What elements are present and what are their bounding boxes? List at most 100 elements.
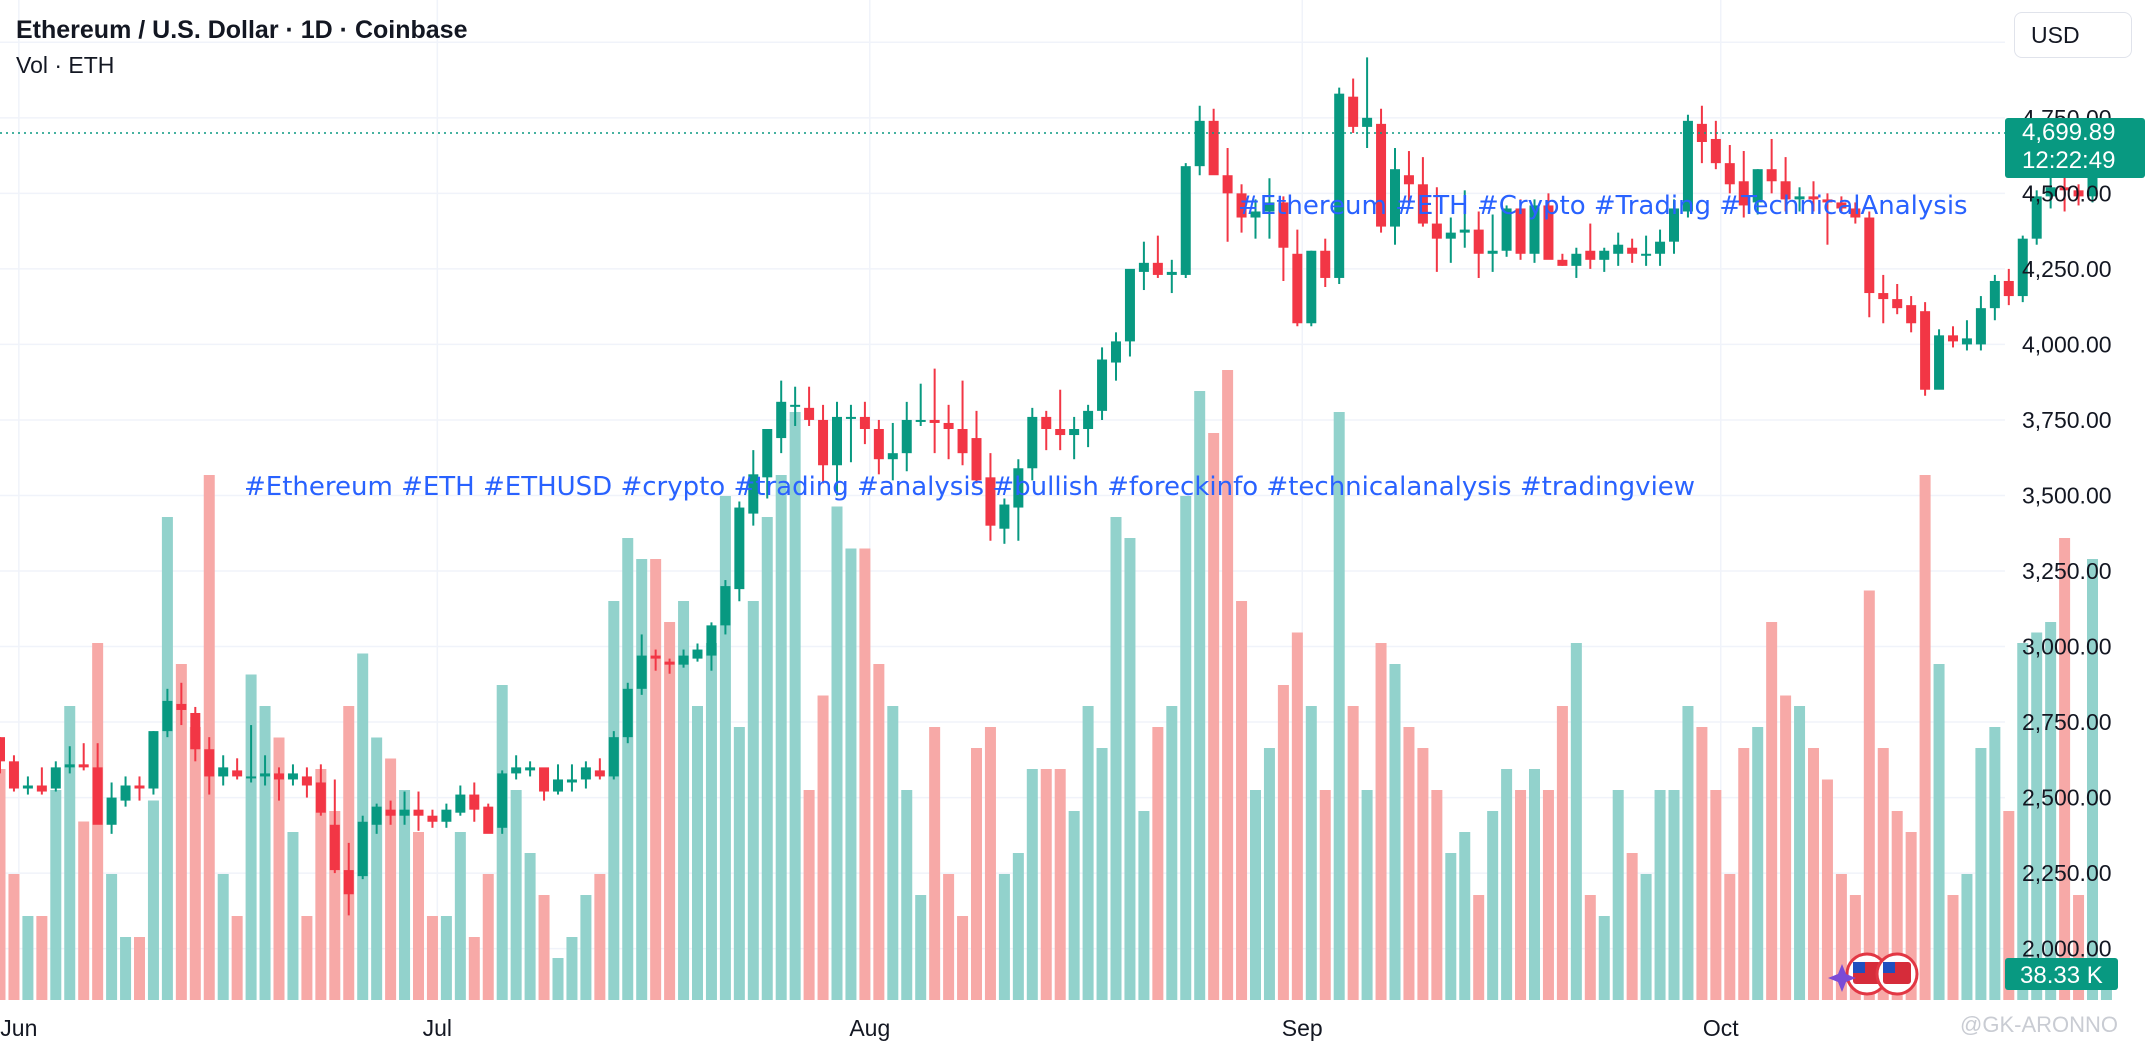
price-tick-label: 4,250.00 [2022, 256, 2112, 282]
candle-body [1473, 229, 1484, 254]
candle-body [943, 422, 954, 430]
volume-bar [1501, 769, 1513, 1000]
volume-bar [161, 517, 173, 1000]
volume-bar [1389, 664, 1401, 1000]
candle-body [1264, 202, 1275, 212]
candle-body [1780, 181, 1791, 200]
volume-bar [50, 790, 62, 1000]
volume-bar [1933, 664, 1945, 1000]
price-axis[interactable]: 2,000.00 2,250.00 2,500.00 2,750.00 3,000.00… [2022, 29, 2112, 961]
candle-body [929, 419, 940, 423]
sparkle-icon [1828, 964, 1856, 992]
candle-body [1571, 253, 1582, 266]
candle-body [260, 773, 271, 777]
candle-body [1766, 169, 1777, 182]
volume-bar [705, 643, 717, 1000]
volume-bar [650, 559, 662, 1000]
volume-bar [984, 727, 996, 1000]
volume-bar [1542, 790, 1554, 1000]
candle-body [832, 416, 842, 466]
candle-body [1836, 202, 1847, 209]
time-tick-label: Oct [1703, 1015, 1739, 1041]
candle-body [650, 655, 661, 659]
volume-bar [8, 874, 20, 1000]
volume-bar [426, 916, 438, 1000]
volume-bar [175, 664, 187, 1000]
volume-bar [1347, 706, 1359, 1000]
price-tick-label: 2,000.00 [2022, 936, 2112, 962]
candle-body [78, 764, 89, 768]
candle-body [818, 419, 829, 466]
volume-bar [1068, 811, 1080, 1000]
candle-body [971, 438, 982, 481]
volume-bar [538, 895, 550, 1000]
volume-bar [1821, 779, 1833, 1000]
candle-body [148, 731, 159, 789]
volume-bar [1766, 622, 1778, 1000]
candle-body [1250, 211, 1261, 218]
candle-body [385, 809, 396, 816]
volume-bar [1975, 748, 1987, 1000]
candle-body [776, 401, 787, 439]
flag-badges[interactable] [1828, 952, 1919, 996]
price-tick-label: 2,500.00 [2022, 785, 2112, 811]
volume-bar [2087, 559, 2098, 1000]
candle-body [301, 776, 312, 786]
candle-body [92, 767, 103, 825]
volume-bar [371, 737, 383, 1000]
volume-bar [385, 758, 397, 1000]
time-tick-label: Jul [423, 1015, 452, 1041]
candle-body [1613, 244, 1624, 254]
time-axis[interactable]: Jun Jul Aug Sep Oct [0, 1015, 1739, 1041]
volume-bar [1487, 811, 1499, 1000]
volume-bar [315, 769, 327, 1000]
time-tick-label: Sep [1282, 1015, 1323, 1041]
candle-body [1529, 205, 1540, 254]
candle-body [427, 815, 438, 822]
candle-body [1920, 311, 1931, 390]
volume-bar [566, 937, 578, 1000]
volume-bar [1082, 706, 1094, 1000]
candle-body [343, 870, 354, 895]
candle-body [1111, 341, 1121, 363]
volume-bar [2045, 622, 2057, 1000]
volume-bar [664, 622, 676, 1000]
volume-bar [1291, 632, 1303, 1000]
candle-body [804, 407, 815, 420]
volume-bar [454, 832, 466, 1000]
volume-bar [1054, 769, 1066, 1000]
candle-body [1445, 232, 1456, 239]
price-tick-label: 2,250.00 [2022, 860, 2112, 886]
time-tick-label: Jun [0, 1015, 37, 1041]
candle-body [497, 773, 508, 828]
candle-body [706, 625, 717, 656]
currency-button[interactable]: USD [2014, 12, 2132, 58]
candle-body [1180, 166, 1191, 275]
candle-body [678, 655, 689, 665]
volume-bar [1738, 748, 1750, 1000]
volume-bar [901, 790, 913, 1000]
candle-body [553, 779, 563, 792]
volume-bar [1236, 601, 1248, 1000]
candle-body [873, 429, 884, 460]
volume-bar [1640, 874, 1652, 1000]
volume-bar [510, 790, 522, 1000]
volume-bar [929, 727, 941, 1000]
candle-body [1543, 205, 1554, 260]
candle-body [2003, 280, 2014, 297]
candle-body [845, 416, 856, 419]
volume-bar [1459, 832, 1471, 1000]
price-tick-label: 4,000.00 [2022, 331, 2112, 357]
candle-body [483, 806, 494, 834]
last-price-value: 4,699.89 [2022, 119, 2115, 146]
volume-bar [1152, 727, 1164, 1000]
candle-body [1459, 229, 1470, 233]
candle-body [1501, 208, 1512, 251]
volume-bar [1361, 790, 1373, 1000]
volume-bar [189, 727, 201, 1000]
candle-body [1599, 250, 1610, 260]
candle-body [915, 419, 926, 422]
candle-body [1989, 280, 2000, 309]
volume-bar [1989, 727, 2001, 1000]
